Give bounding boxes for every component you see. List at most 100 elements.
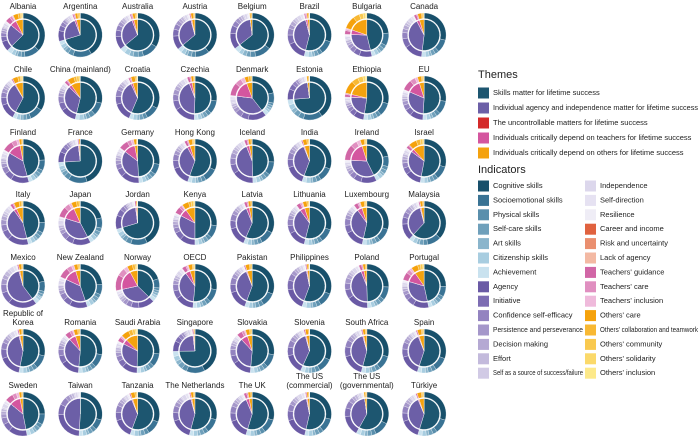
legend-label: Career and income xyxy=(600,224,664,233)
indicator-segment xyxy=(193,200,196,207)
theme-segment xyxy=(236,271,253,301)
legend-swatch xyxy=(478,194,489,206)
indicator-segment xyxy=(21,328,24,335)
indicator-segment xyxy=(401,348,409,358)
indicator-segment xyxy=(251,239,255,246)
theme-segment xyxy=(179,147,196,176)
theme-segment xyxy=(366,270,383,302)
theme-segment xyxy=(76,82,96,114)
indicator-segment xyxy=(193,430,198,437)
legend-label: Skills matter for lifetime success xyxy=(493,88,600,97)
indicator-segment xyxy=(78,328,81,335)
theme-segment xyxy=(193,270,211,302)
indicator-segment xyxy=(58,30,65,42)
theme-segment xyxy=(307,19,310,36)
theme-segment xyxy=(7,210,28,239)
legend-label: Independence xyxy=(600,181,648,190)
theme-segment xyxy=(16,207,24,224)
indicator-segment xyxy=(78,75,81,82)
indicator-segment xyxy=(249,430,255,437)
indicator-segment xyxy=(21,263,24,270)
indicator-segment xyxy=(21,391,24,398)
theme-segment xyxy=(236,146,253,177)
theme-segment xyxy=(19,398,24,415)
theme-segment xyxy=(136,207,138,224)
legend-swatch xyxy=(478,180,489,192)
legend-label: Individuals critically depend on others … xyxy=(493,148,684,157)
theme-segment xyxy=(420,207,425,224)
country-label: OECD xyxy=(183,253,207,262)
theme-segment xyxy=(191,398,196,415)
sunburst xyxy=(172,200,218,246)
indicator-segment xyxy=(0,283,8,294)
indicator-segment xyxy=(136,200,138,207)
theme-segment xyxy=(22,207,39,239)
sunburst xyxy=(115,200,160,246)
indicator-segment xyxy=(365,328,367,335)
indicator-segment xyxy=(78,138,81,145)
indicator-segment xyxy=(78,200,81,207)
country-label: Jordan xyxy=(125,190,150,199)
sunburst xyxy=(230,328,275,374)
theme-segment xyxy=(293,146,310,176)
indicator-segment xyxy=(250,328,253,335)
country-label: The US (governmental) xyxy=(339,372,394,390)
legend-swatch xyxy=(585,266,596,278)
legend-label: Risk and uncertainty xyxy=(600,239,668,248)
theme-segment xyxy=(22,270,39,299)
country-label: Türkiye xyxy=(410,381,438,390)
sunburst xyxy=(344,328,389,374)
theme-segment xyxy=(137,145,154,177)
theme-segment xyxy=(80,270,96,301)
indicator-segment xyxy=(250,75,253,82)
theme-segment xyxy=(293,210,310,239)
sunburst xyxy=(230,200,275,246)
theme-segment xyxy=(19,335,39,367)
legend-label: Achievement xyxy=(493,267,537,276)
theme-segment xyxy=(362,335,383,367)
theme-segment xyxy=(408,21,425,51)
theme-segment xyxy=(351,271,368,302)
country-label: Finland xyxy=(9,128,37,137)
indicator-segment xyxy=(249,51,256,58)
indicator-segment xyxy=(382,155,389,167)
theme-segment xyxy=(73,207,81,224)
legend-swatch xyxy=(478,252,489,264)
theme-segment xyxy=(194,82,211,114)
legend-label: Self-direction xyxy=(600,195,644,204)
indicator-segment xyxy=(401,32,409,40)
indicator-segment xyxy=(0,348,8,359)
country-label: Germany xyxy=(121,128,155,137)
indicator-segment xyxy=(422,263,425,270)
legend-swatch xyxy=(585,252,596,264)
indicator-segment xyxy=(422,391,425,398)
indicator-segment xyxy=(21,200,24,207)
theme-segment xyxy=(19,270,24,287)
theme-segment xyxy=(418,398,425,415)
country-label: Denmark xyxy=(235,65,269,74)
theme-segment xyxy=(351,335,368,367)
theme-segment xyxy=(126,335,138,352)
indicator-segment xyxy=(307,328,310,335)
theme-segment xyxy=(7,270,33,302)
indicator-segment xyxy=(172,94,179,102)
country-label: The Netherlands xyxy=(165,381,225,390)
legend-label: Self as a source of success/failure xyxy=(493,368,583,377)
indicator-segment xyxy=(58,96,65,104)
indicator-segment xyxy=(250,391,253,398)
country-label: Brazil xyxy=(299,2,320,11)
country-label: Bulgaria xyxy=(352,2,382,11)
sunburst xyxy=(344,200,389,246)
indicator-segment xyxy=(21,138,24,145)
indicator-segment xyxy=(307,239,313,246)
theme-segment xyxy=(307,398,310,415)
indicator-segment xyxy=(365,239,371,246)
theme-segment xyxy=(132,82,138,99)
indicator-segment xyxy=(308,430,314,437)
theme-segment xyxy=(191,82,196,99)
sunburst xyxy=(0,138,46,184)
legend-label: Citizenship skills xyxy=(493,253,548,262)
indicator-segment xyxy=(307,75,310,82)
theme-segment xyxy=(179,83,196,114)
theme-segment xyxy=(421,145,440,177)
